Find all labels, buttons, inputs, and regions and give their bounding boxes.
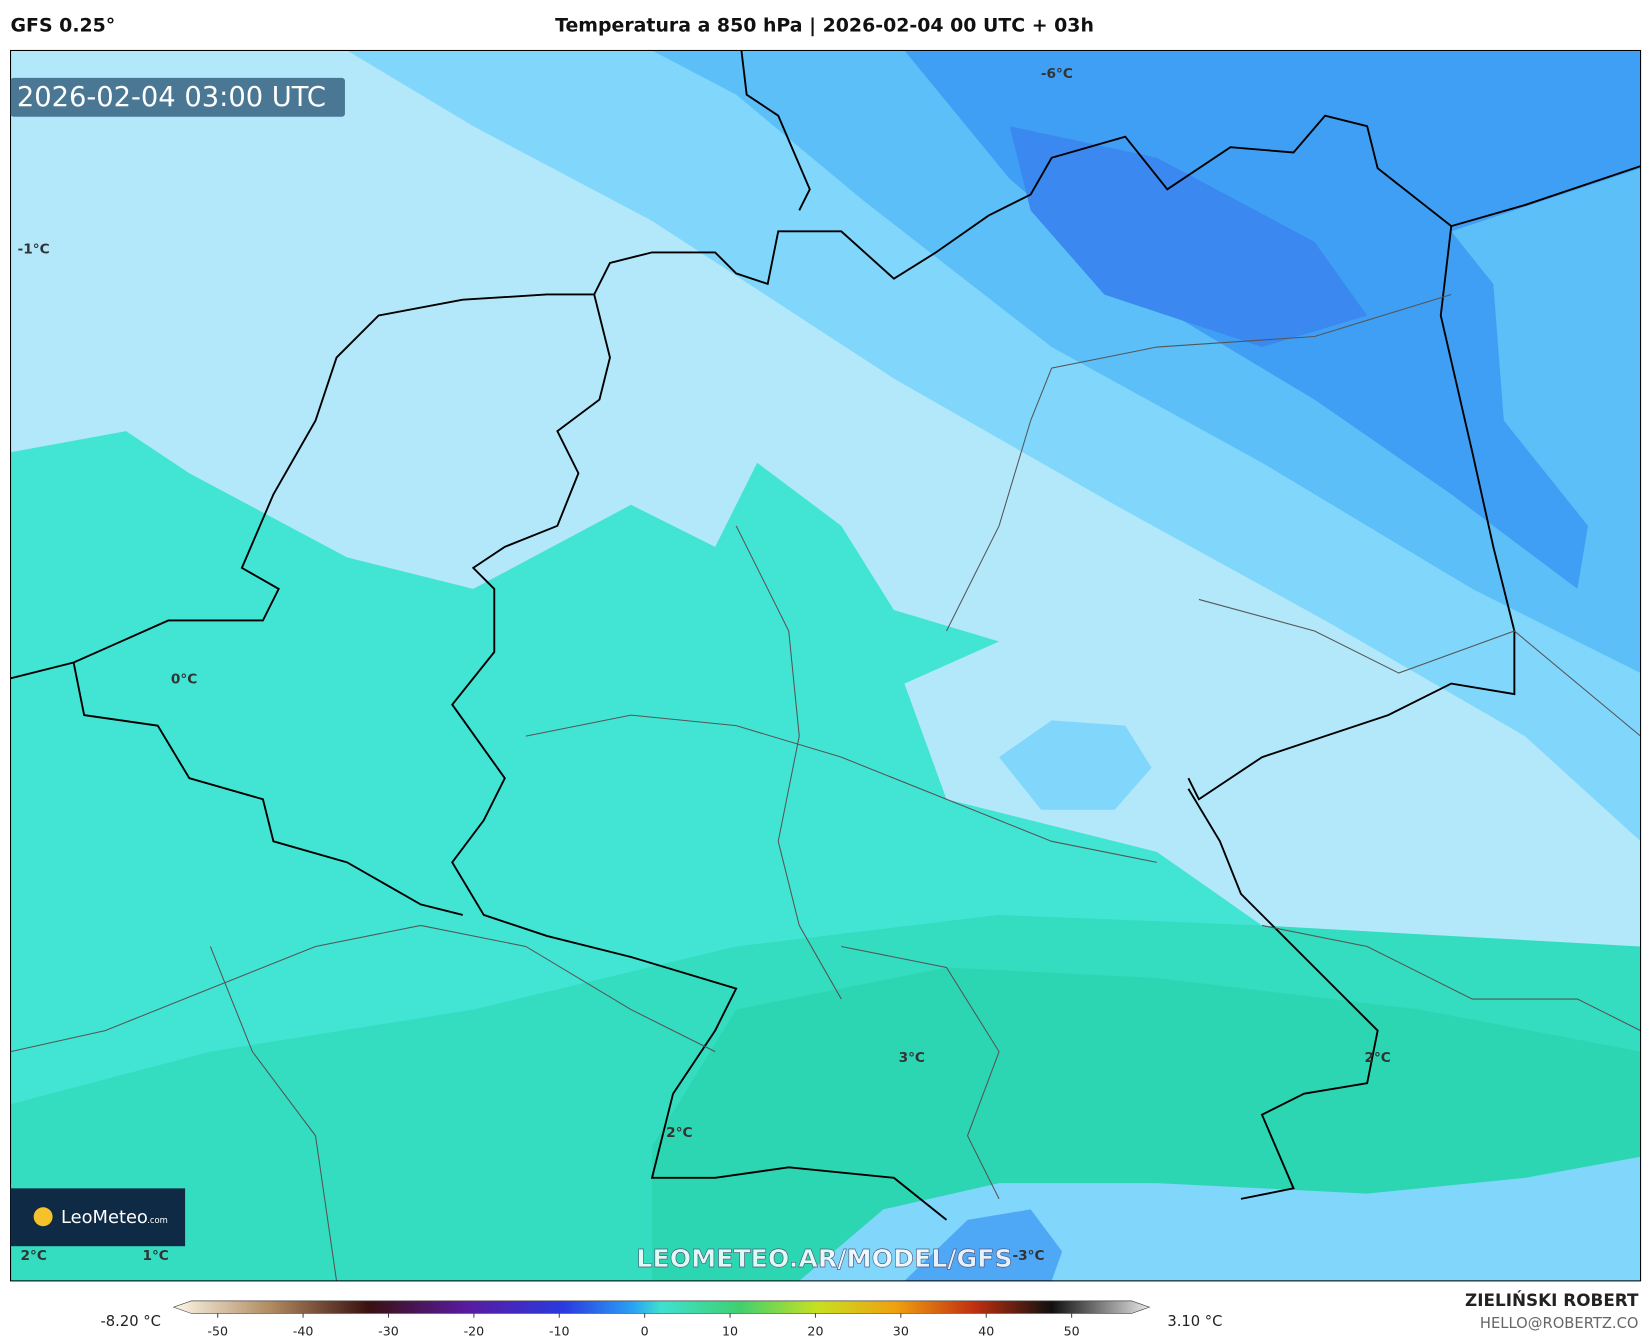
- watermark: LEOMETEO.AR/MODEL/GFS: [636, 1244, 1012, 1273]
- temp-band: [1009, 126, 1368, 348]
- contour-label: 1°C: [142, 1248, 168, 1264]
- border-minor: [735, 525, 842, 1000]
- colorbar-tick-label: -20: [464, 1324, 485, 1338]
- map-title: Temperatura a 850 hPa | 2026-02-04 00 UT…: [555, 15, 1094, 37]
- colorbar-tick-label: 10: [722, 1324, 738, 1338]
- colorbar-tick-label: -50: [207, 1324, 228, 1338]
- logo-sun: [33, 1207, 53, 1227]
- border-major: [72, 662, 463, 916]
- border-minor: [209, 946, 338, 1281]
- colorbar-tick-label: 50: [1064, 1324, 1080, 1338]
- border-minor: [10, 924, 716, 1053]
- contour-label: 2°C: [666, 1125, 692, 1141]
- colorbar-tick-label: 40: [978, 1324, 994, 1338]
- colorbar-tick-label: 30: [893, 1324, 909, 1338]
- colorbar-max: 3.10 °C: [1167, 1313, 1222, 1330]
- contour-label: -1°C: [18, 241, 50, 257]
- border-minor: [525, 714, 1157, 863]
- colorbar-ticks: -50 -40 -30 -20 -10 0 10 20 30 40 50: [207, 1313, 1080, 1338]
- colorbar-min: -8.20 °C: [101, 1313, 161, 1330]
- colorbar-tick-label: 0: [641, 1324, 649, 1338]
- contour-label: -6°C: [1041, 66, 1073, 82]
- border-major: [1187, 788, 1379, 1200]
- logo-suffix: .com: [147, 1215, 168, 1225]
- border-minor: [1198, 598, 1641, 737]
- author: ZIELIŃSKI ROBERT: [1465, 1289, 1639, 1310]
- contour-label: 2°C: [20, 1248, 46, 1264]
- contour-label: 2°C: [1364, 1050, 1390, 1066]
- coastline: [740, 50, 811, 211]
- model-label: GFS 0.25°: [11, 15, 116, 37]
- colorbar: [172, 1300, 1151, 1314]
- temp-band: [904, 1209, 1063, 1281]
- logo-name: LeoMeteo: [61, 1207, 148, 1228]
- contour-label: 0°C: [171, 672, 197, 688]
- border-minor: [841, 945, 1000, 1200]
- map: [10, 50, 1641, 1281]
- border-major: [1187, 225, 1516, 801]
- temp-band: [999, 720, 1152, 810]
- coastline: [10, 114, 1641, 680]
- email: HELLO@ROBERTZ.CO: [1480, 1315, 1639, 1332]
- valid-time-box: [10, 77, 345, 117]
- map-frame: [10, 49, 1642, 1282]
- valid-time: 2026-02-04 03:00 UTC: [17, 82, 326, 113]
- border-minor: [1261, 924, 1641, 1032]
- colorbar-tick-label: -30: [378, 1324, 399, 1338]
- contour-label: -3°C: [1013, 1248, 1045, 1264]
- contour-label: 3°C: [899, 1050, 925, 1066]
- colorbar-tick-label: 20: [807, 1324, 823, 1338]
- colorbar-tick-label: -10: [549, 1324, 570, 1338]
- border-major: [451, 294, 948, 1221]
- contour-labels: -6°C -1°C 0°C 3°C 2°C 2°C 2°C 1°C -3°C: [18, 66, 1391, 1264]
- colorbar-tick-label: -40: [293, 1324, 314, 1338]
- border-minor: [946, 293, 1452, 632]
